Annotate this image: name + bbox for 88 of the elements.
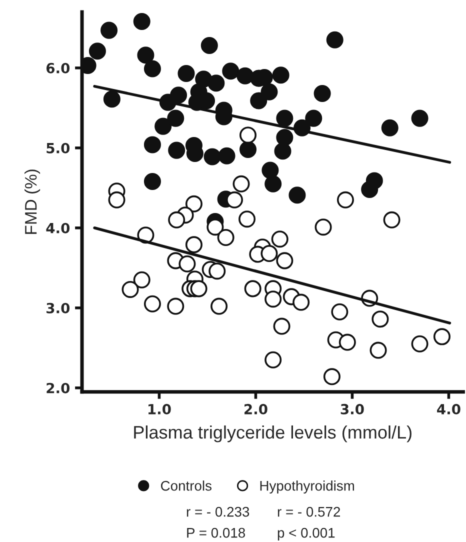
point	[370, 342, 387, 359]
point	[411, 335, 428, 352]
point	[271, 230, 288, 248]
point	[262, 162, 279, 179]
point	[108, 191, 126, 208]
point	[238, 210, 256, 228]
point	[222, 62, 240, 80]
point	[264, 175, 282, 192]
point	[236, 67, 254, 84]
point	[276, 252, 294, 270]
point	[168, 142, 186, 159]
x-tick-label: 3.0	[340, 404, 364, 414]
point	[137, 46, 154, 64]
point	[250, 92, 268, 110]
point	[331, 303, 348, 320]
x-tick-label: 2.0	[244, 404, 268, 414]
text: r = - 0.572	[278, 506, 340, 517]
point	[88, 42, 106, 60]
point	[167, 298, 184, 315]
point	[244, 280, 262, 298]
y-tick-label: 5.0	[46, 142, 70, 154]
point	[100, 22, 118, 39]
point	[133, 13, 150, 30]
point	[336, 191, 354, 208]
point	[314, 85, 331, 102]
point	[178, 255, 196, 272]
point	[144, 136, 161, 154]
point	[288, 186, 306, 204]
point	[178, 65, 195, 82]
point	[167, 110, 184, 127]
point	[206, 218, 224, 236]
point	[226, 191, 244, 208]
point	[204, 148, 221, 166]
point	[170, 86, 188, 104]
point	[232, 175, 250, 192]
y-tick-label: 4.0	[46, 222, 70, 234]
point	[411, 110, 428, 127]
y-tick-label: 6.0	[46, 62, 70, 74]
point	[383, 211, 400, 228]
point	[168, 211, 186, 228]
legend-label: Controls	[160, 480, 212, 491]
text: P = 0.018	[187, 528, 245, 538]
point	[144, 295, 161, 312]
point	[264, 290, 282, 308]
point	[326, 31, 344, 48]
x-tick-label: 4.0	[437, 404, 460, 414]
point	[185, 236, 202, 254]
point	[260, 83, 278, 100]
point	[133, 271, 150, 288]
point	[276, 110, 294, 127]
point	[372, 310, 389, 328]
text: r = - 0.233	[186, 506, 250, 517]
point	[361, 180, 378, 198]
point	[210, 298, 228, 315]
point	[200, 37, 218, 54]
point	[314, 218, 332, 236]
y-tick-label: 3.0	[46, 302, 70, 314]
point	[217, 228, 234, 246]
y-axis-title: FMD (%)	[24, 170, 40, 234]
point	[381, 119, 398, 136]
point	[274, 142, 292, 160]
point	[323, 368, 340, 386]
point	[292, 294, 310, 311]
point	[208, 262, 226, 280]
point	[208, 74, 225, 92]
point	[338, 334, 356, 351]
x-tick-label: 1.0	[148, 404, 171, 414]
point	[260, 244, 278, 262]
text: p < 0.001	[278, 528, 335, 540]
point	[276, 128, 294, 146]
y-tick-label: 2.0	[46, 382, 70, 394]
point	[154, 118, 172, 135]
point	[103, 90, 120, 108]
x-axis-title: Plasma triglyceride levels (mmol/L)	[134, 425, 412, 442]
point	[190, 280, 208, 298]
point	[122, 280, 139, 298]
point	[305, 110, 322, 127]
point	[239, 140, 257, 158]
point	[218, 147, 236, 164]
point	[239, 126, 257, 144]
point	[273, 318, 290, 335]
point	[272, 66, 290, 84]
point	[144, 60, 161, 78]
point	[185, 195, 202, 212]
point	[144, 172, 161, 190]
legend-label: Hypothyroidism	[260, 480, 354, 494]
point	[433, 328, 450, 346]
point	[264, 351, 282, 368]
